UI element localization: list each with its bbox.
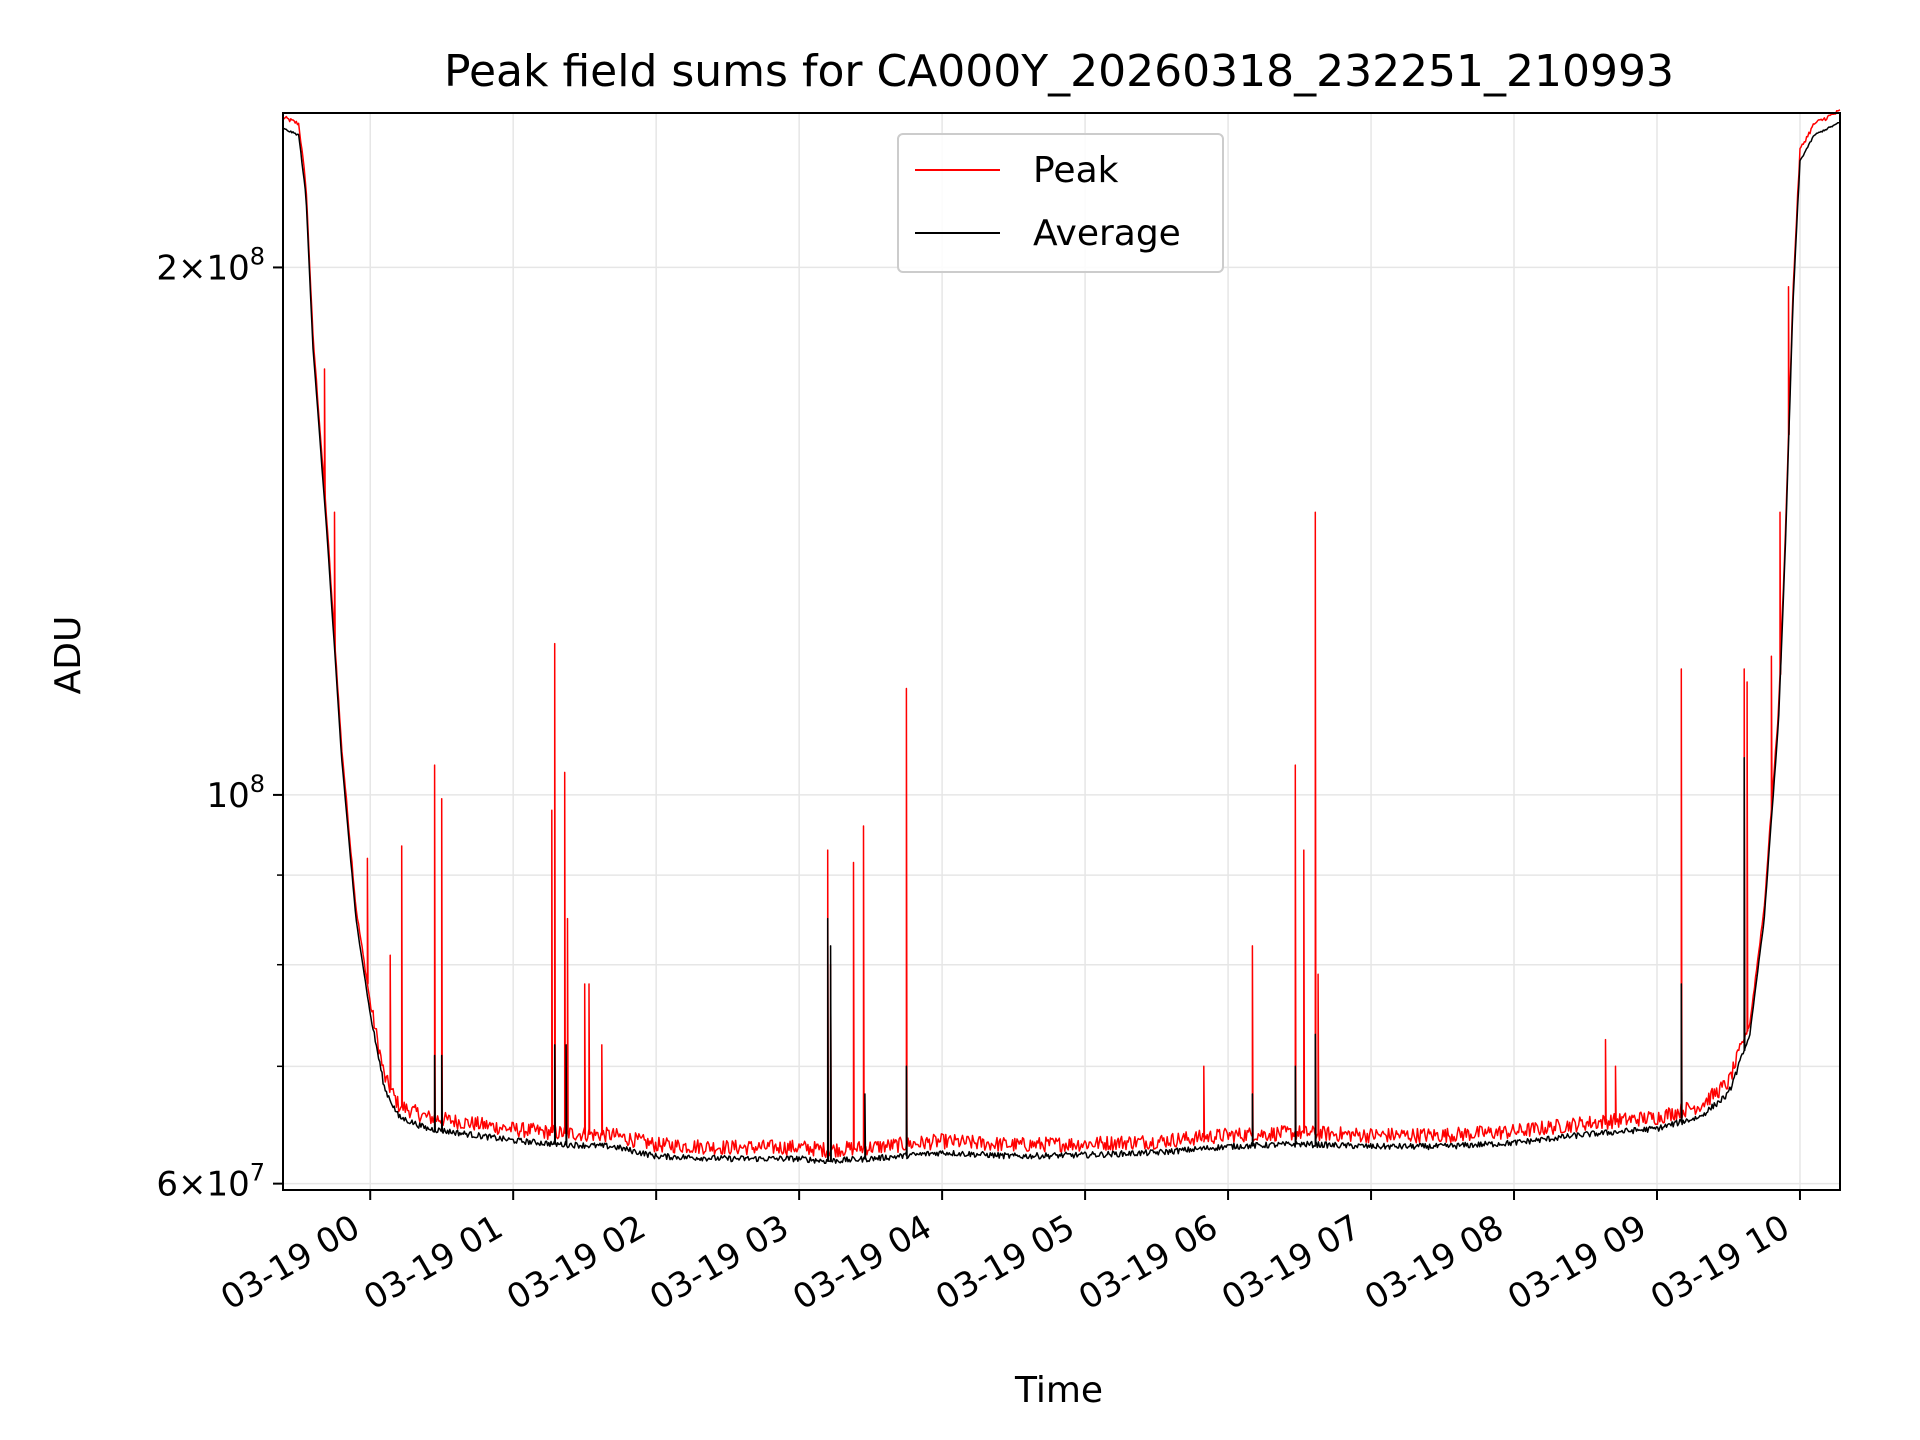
peak-line (282, 109, 1841, 1158)
average-line (282, 121, 1841, 1165)
x-axis-label: Time (1014, 1370, 1103, 1411)
legend: Peak Average (897, 133, 1224, 273)
legend-box (897, 133, 1224, 273)
legend-label-peak: Peak (1033, 150, 1119, 191)
y-axis-label: ADU (48, 616, 89, 695)
y-tick-label: 6×107 (156, 1159, 265, 1205)
y-tick-label: 2×108 (156, 242, 265, 288)
axes-frame (282, 112, 1841, 1191)
grid (283, 113, 1840, 1190)
y-tick-label: 108 (206, 770, 265, 816)
y-axis-ticks: 6×107 108 2×108 (156, 242, 283, 1205)
chart-title: Peak field sums for CA000Y_20260318_2322… (444, 46, 1674, 97)
legend-label-average: Average (1033, 213, 1181, 254)
series-average (282, 121, 1841, 1165)
series-peak (282, 109, 1841, 1158)
